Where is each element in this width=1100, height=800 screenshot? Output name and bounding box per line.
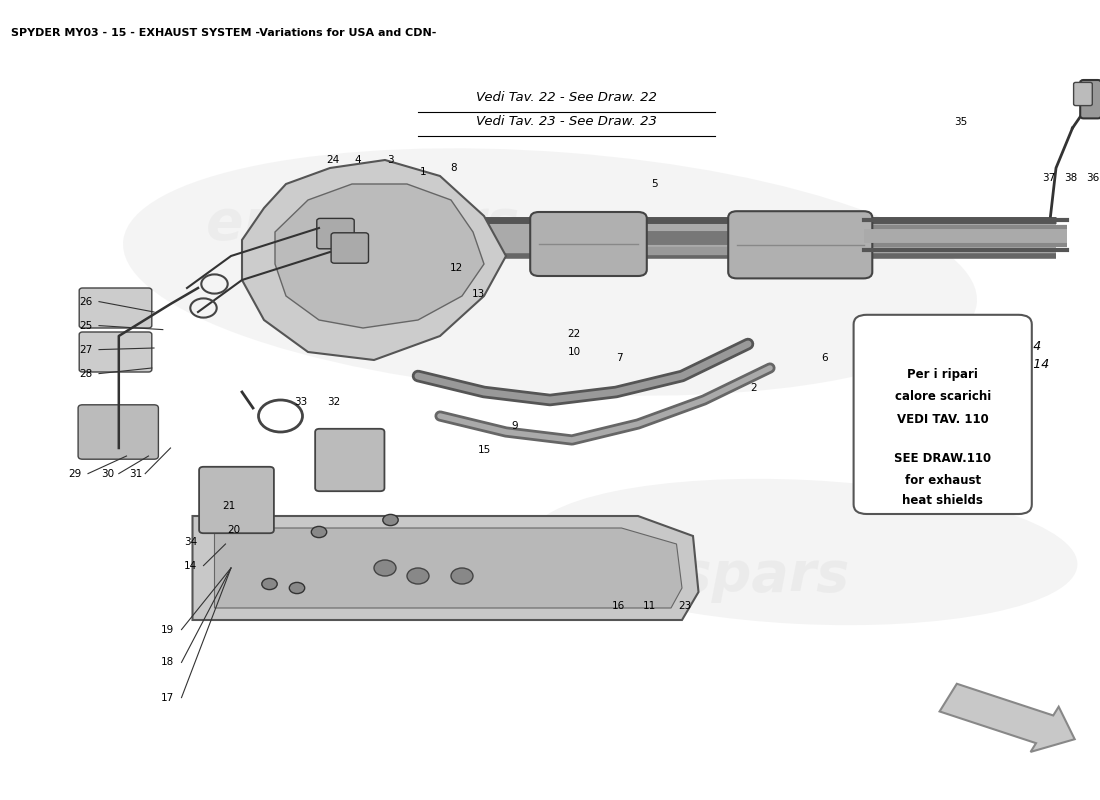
Text: 3: 3: [387, 155, 394, 165]
Text: 35: 35: [954, 117, 967, 126]
Text: 31: 31: [129, 469, 142, 478]
Text: 22: 22: [568, 329, 581, 338]
Text: 5: 5: [651, 179, 658, 189]
Text: 7: 7: [616, 353, 623, 362]
Text: 27: 27: [79, 345, 92, 354]
Text: 26: 26: [79, 297, 92, 306]
FancyBboxPatch shape: [728, 211, 872, 278]
Text: 33: 33: [294, 397, 307, 406]
Text: 15: 15: [477, 445, 491, 454]
Text: 11: 11: [642, 601, 656, 610]
FancyBboxPatch shape: [317, 218, 354, 249]
FancyBboxPatch shape: [79, 288, 152, 328]
FancyBboxPatch shape: [1080, 80, 1100, 118]
Text: eurospars: eurospars: [537, 549, 849, 603]
Circle shape: [262, 578, 277, 590]
FancyBboxPatch shape: [331, 233, 368, 263]
Text: 4: 4: [354, 155, 361, 165]
Circle shape: [311, 526, 327, 538]
Text: calore scarichi: calore scarichi: [894, 390, 991, 403]
Text: 23: 23: [679, 601, 692, 610]
Ellipse shape: [529, 479, 1077, 625]
Text: Vedi Tav. 23 - See Draw. 23: Vedi Tav. 23 - See Draw. 23: [476, 115, 657, 128]
Text: 32: 32: [327, 397, 340, 406]
Circle shape: [383, 514, 398, 526]
Text: 30: 30: [101, 469, 114, 478]
Text: 21: 21: [222, 501, 235, 510]
Ellipse shape: [123, 148, 977, 396]
Text: 19: 19: [161, 625, 174, 634]
Circle shape: [451, 568, 473, 584]
Text: 10: 10: [568, 347, 581, 357]
Text: 1: 1: [420, 167, 427, 177]
Text: 13: 13: [472, 289, 485, 298]
FancyBboxPatch shape: [854, 314, 1032, 514]
Text: SPYDER MY03 - 15 - EXHAUST SYSTEM -Variations for USA and CDN-: SPYDER MY03 - 15 - EXHAUST SYSTEM -Varia…: [11, 28, 437, 38]
Text: Vedi Tav. 14
See Draw. 14: Vedi Tav. 14 See Draw. 14: [966, 341, 1049, 371]
Text: Per i ripari: Per i ripari: [908, 368, 978, 381]
Text: 9: 9: [512, 421, 518, 430]
Circle shape: [374, 560, 396, 576]
Polygon shape: [192, 516, 698, 620]
FancyBboxPatch shape: [315, 429, 385, 491]
Text: VEDI TAV. 110: VEDI TAV. 110: [896, 413, 989, 426]
FancyBboxPatch shape: [79, 332, 152, 372]
Circle shape: [289, 582, 305, 594]
Polygon shape: [484, 220, 1056, 256]
Text: heat shields: heat shields: [902, 494, 983, 507]
Text: 28: 28: [79, 369, 92, 378]
FancyBboxPatch shape: [1074, 82, 1092, 106]
Text: 36: 36: [1086, 173, 1099, 182]
Polygon shape: [214, 528, 682, 608]
Text: 34: 34: [184, 537, 197, 546]
Text: 12: 12: [450, 263, 463, 273]
Text: 20: 20: [228, 525, 241, 534]
Text: 14: 14: [184, 561, 197, 570]
Text: 17: 17: [161, 693, 174, 702]
Text: Vedi Tav. 22 - See Draw. 22: Vedi Tav. 22 - See Draw. 22: [476, 91, 657, 104]
Text: 37: 37: [1042, 173, 1055, 182]
Text: eurospars: eurospars: [207, 197, 519, 251]
Circle shape: [407, 568, 429, 584]
Text: 18: 18: [161, 658, 174, 667]
Polygon shape: [242, 160, 506, 360]
Text: 38: 38: [1064, 173, 1077, 182]
Text: for exhaust: for exhaust: [904, 474, 981, 486]
FancyArrow shape: [939, 684, 1075, 752]
Text: 16: 16: [612, 601, 625, 610]
Text: 2: 2: [750, 383, 757, 393]
Text: 24: 24: [327, 155, 340, 165]
Text: 8: 8: [450, 163, 456, 173]
FancyBboxPatch shape: [199, 467, 274, 533]
FancyBboxPatch shape: [78, 405, 158, 459]
Text: 29: 29: [68, 469, 81, 478]
FancyBboxPatch shape: [530, 212, 647, 276]
Polygon shape: [275, 184, 484, 328]
Text: 6: 6: [822, 353, 828, 362]
Text: 25: 25: [79, 321, 92, 330]
Text: SEE DRAW.110: SEE DRAW.110: [894, 452, 991, 465]
